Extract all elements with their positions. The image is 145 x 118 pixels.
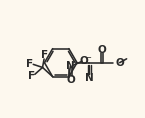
Text: N: N — [66, 61, 75, 71]
Text: O: O — [97, 45, 106, 55]
Text: F: F — [28, 71, 35, 81]
Text: N: N — [85, 73, 94, 83]
Text: +: + — [71, 58, 77, 67]
Text: F: F — [40, 51, 48, 61]
Text: F: F — [26, 59, 33, 69]
Text: −: − — [84, 53, 91, 62]
Text: O: O — [66, 75, 75, 85]
Text: O: O — [115, 58, 124, 68]
Text: O: O — [79, 55, 88, 65]
